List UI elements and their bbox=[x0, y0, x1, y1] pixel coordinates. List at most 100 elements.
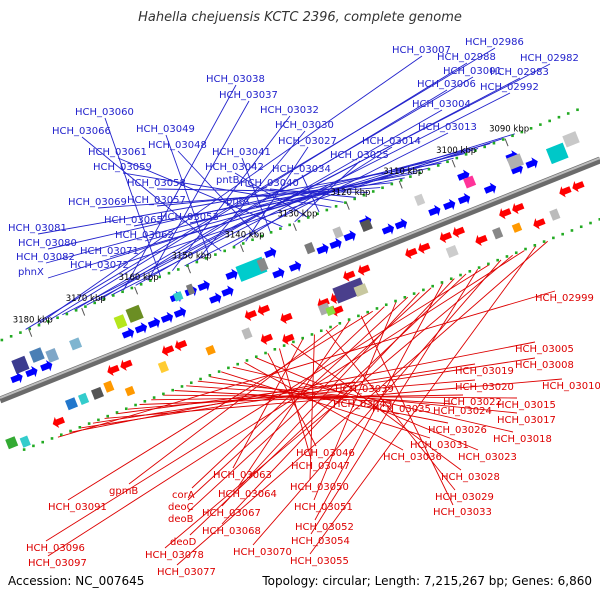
kbp-label: 3140 kbp bbox=[224, 231, 264, 241]
feature-block bbox=[77, 392, 90, 406]
tick-dot bbox=[362, 193, 366, 197]
reverse-gene-arrow bbox=[174, 339, 188, 352]
tick-dot bbox=[199, 377, 202, 381]
gene-label: HCH_03080 bbox=[18, 238, 77, 249]
gene-label: HCH_03015 bbox=[497, 400, 556, 411]
forward-gene-arrow bbox=[209, 292, 222, 304]
tick-dot bbox=[37, 323, 41, 327]
gene-label: HCH_03013 bbox=[418, 122, 477, 133]
tick-dot bbox=[329, 325, 332, 329]
gene-label: HCH_03060 bbox=[75, 107, 134, 118]
gene-label: HCH_03062 bbox=[115, 230, 174, 241]
gene-leader-line bbox=[255, 357, 479, 451]
gene-leader-line bbox=[360, 315, 454, 506]
reverse-gene-arrow bbox=[499, 208, 512, 220]
feature-block bbox=[545, 142, 569, 165]
tick-dot bbox=[468, 270, 472, 273]
reverse-gene-arrow bbox=[343, 270, 356, 282]
kbp-tick bbox=[292, 223, 297, 232]
gene-label: HCH_03047 bbox=[291, 461, 350, 472]
forward-gene-arrow bbox=[225, 268, 238, 280]
feature-block bbox=[359, 218, 373, 232]
gene-leader-line bbox=[221, 371, 431, 439]
tick-dot bbox=[269, 231, 273, 234]
gene-label: HCH_03025 bbox=[330, 150, 389, 161]
tick-dot bbox=[106, 414, 110, 418]
forward-gene-arrow bbox=[428, 204, 441, 216]
tick-dot bbox=[557, 115, 561, 119]
forward-gene-arrow bbox=[288, 260, 302, 272]
gene-leader-line bbox=[47, 133, 515, 279]
gene-label: HCH_03081 bbox=[8, 223, 67, 234]
tick-dot bbox=[492, 141, 496, 145]
tick-dot bbox=[56, 316, 59, 320]
feature-block bbox=[492, 227, 504, 240]
kbp-label: 3090 kbp bbox=[489, 125, 529, 135]
reverse-gene-arrow bbox=[260, 333, 273, 345]
feature-block bbox=[325, 305, 336, 317]
feature-block bbox=[205, 345, 216, 356]
gene-label: HCH_03031 bbox=[410, 440, 469, 451]
reverse-gene-arrow bbox=[120, 359, 133, 371]
tick-dot bbox=[334, 205, 338, 208]
gene-leader-line bbox=[244, 362, 404, 451]
feature-block bbox=[29, 347, 45, 363]
tick-dot bbox=[297, 219, 301, 223]
gene-label: HCH_03007 bbox=[392, 45, 451, 56]
tick-dot bbox=[195, 260, 199, 264]
gene-label: HCH_03096 bbox=[26, 543, 85, 554]
gene-label: HCH_03019 bbox=[455, 366, 514, 377]
gene-label: HCH_03035 bbox=[372, 404, 431, 415]
forward-gene-arrow bbox=[221, 285, 234, 297]
gene-label: HCH_03059 bbox=[93, 162, 152, 173]
gene-label: HCH_03041 bbox=[212, 147, 271, 158]
gene-leader-line bbox=[123, 84, 237, 291]
feature-block bbox=[64, 397, 78, 411]
gene-label: HCH_03050 bbox=[290, 482, 349, 493]
gene-label: HCH_03022 bbox=[443, 397, 502, 408]
tick-dot bbox=[59, 433, 63, 437]
gene-label: HCH_03048 bbox=[148, 140, 207, 151]
genome-backbone bbox=[0, 156, 600, 404]
tick-dot bbox=[32, 444, 35, 448]
feature-block bbox=[549, 208, 561, 221]
genome-summary-text: Topology: circular; Length: 7,215,267 bp… bbox=[262, 574, 592, 588]
forward-gene-arrow bbox=[525, 157, 538, 169]
tick-dot bbox=[319, 329, 323, 333]
feature-block bbox=[157, 360, 169, 374]
kbp-label: 3110 kbp bbox=[383, 167, 423, 177]
gene-label: HCH_03004 bbox=[412, 99, 471, 110]
forward-gene-arrow bbox=[443, 198, 456, 211]
gene-label: HCH_03033 bbox=[433, 507, 492, 518]
gene-leader-line bbox=[279, 348, 312, 460]
gene-label: HCH_03097 bbox=[28, 558, 87, 569]
gene-leader-line bbox=[313, 301, 397, 501]
forward-gene-arrow bbox=[197, 279, 210, 292]
tick-dot bbox=[464, 153, 468, 156]
tick-dot bbox=[41, 440, 45, 444]
tick-dot bbox=[254, 355, 258, 359]
tick-dot bbox=[514, 251, 518, 255]
gene-label: HCH_03008 bbox=[515, 360, 574, 371]
gene-label: corA bbox=[172, 490, 195, 501]
gene-label: HCH_03038 bbox=[206, 74, 265, 85]
reverse-gene-arrow bbox=[559, 186, 572, 198]
gene-leader-line bbox=[221, 292, 420, 507]
feature-block bbox=[414, 193, 426, 206]
tick-dot bbox=[338, 322, 342, 325]
gene-leader-line bbox=[81, 136, 222, 252]
gene-label: HCH_03046 bbox=[296, 448, 355, 459]
reverse-gene-arrow bbox=[475, 234, 488, 247]
tick-dot bbox=[260, 234, 264, 238]
tick-dot bbox=[121, 290, 124, 294]
kbp-tick bbox=[240, 244, 244, 253]
tick-dot bbox=[236, 362, 239, 366]
tick-dot bbox=[46, 320, 50, 323]
reverse-gene-arrow bbox=[161, 345, 175, 357]
tick-dot bbox=[111, 294, 115, 297]
gene-leader-line bbox=[237, 320, 350, 488]
gene-leader-line bbox=[99, 138, 503, 272]
tick-dot bbox=[371, 190, 375, 193]
tick-dot bbox=[186, 264, 189, 268]
gene-leader-line bbox=[309, 245, 537, 555]
